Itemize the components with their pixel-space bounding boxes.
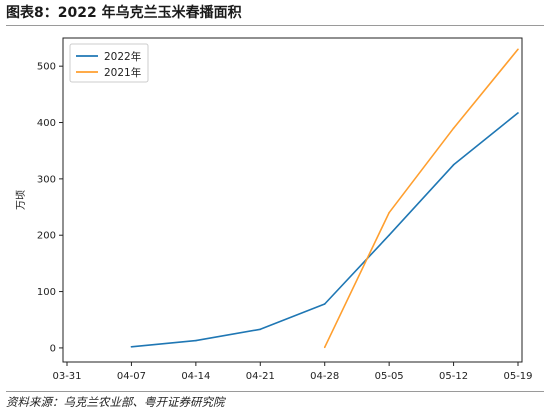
legend-label: 2022年 (104, 50, 141, 63)
series-1-point (259, 328, 262, 331)
y-tick-label: 300 (37, 174, 56, 185)
x-tick-label: 03-31 (52, 371, 81, 382)
series-2-point (452, 127, 455, 129)
source-note: 资料来源：乌克兰农业部、粤开证券研究院 (6, 395, 225, 409)
series-2-point (323, 346, 326, 349)
corn-sowing-line-chart: 0 100 200 300 400 500 03-31 04-07 04-14 04-21 04-… (15, 37, 533, 382)
figure-title: 图表8：2022 年乌克兰玉米春播面积 (6, 5, 242, 21)
y-axis-label: 万顷 (15, 190, 27, 210)
plot-area-frame (62, 37, 523, 363)
legend-label: 2021年 (104, 66, 141, 79)
y-tick-label: 400 (37, 118, 56, 129)
series-layer (130, 48, 519, 349)
x-tick-label: 04-07 (117, 371, 146, 382)
series-1-point (323, 303, 326, 305)
x-tick-label: 05-05 (375, 371, 404, 382)
x-tick-label: 04-14 (181, 371, 210, 382)
series-line-2 (323, 48, 519, 348)
series-1-point (130, 345, 133, 348)
x-axis: 03-31 04-07 04-14 04-21 04-28 05-05 05-12 05-19 (52, 362, 533, 382)
chart-legend: 2022年 2021年 (69, 43, 149, 83)
x-tick-label: 05-19 (503, 371, 532, 382)
y-tick-label: 500 (37, 62, 56, 73)
x-tick-label: 05-12 (439, 371, 468, 382)
header-divider (6, 25, 544, 26)
y-tick-label: 200 (37, 231, 56, 242)
series-2-point (517, 48, 519, 51)
x-tick-label: 04-21 (246, 371, 275, 382)
figure-header: 图表8：2022 年乌克兰玉米春播面积 (6, 3, 544, 23)
series-2-point (388, 211, 390, 214)
series-1-point (452, 163, 455, 166)
y-axis: 0 100 200 300 400 500 (37, 62, 63, 354)
x-tick-label: 04-28 (310, 371, 339, 382)
series-1-point (517, 112, 519, 114)
footer-divider (6, 391, 544, 392)
y-tick-label: 0 (50, 343, 56, 354)
series-1-point (388, 234, 390, 237)
y-tick-label: 100 (37, 287, 56, 298)
series-line-1 (131, 112, 519, 348)
series-1-point (195, 339, 197, 342)
